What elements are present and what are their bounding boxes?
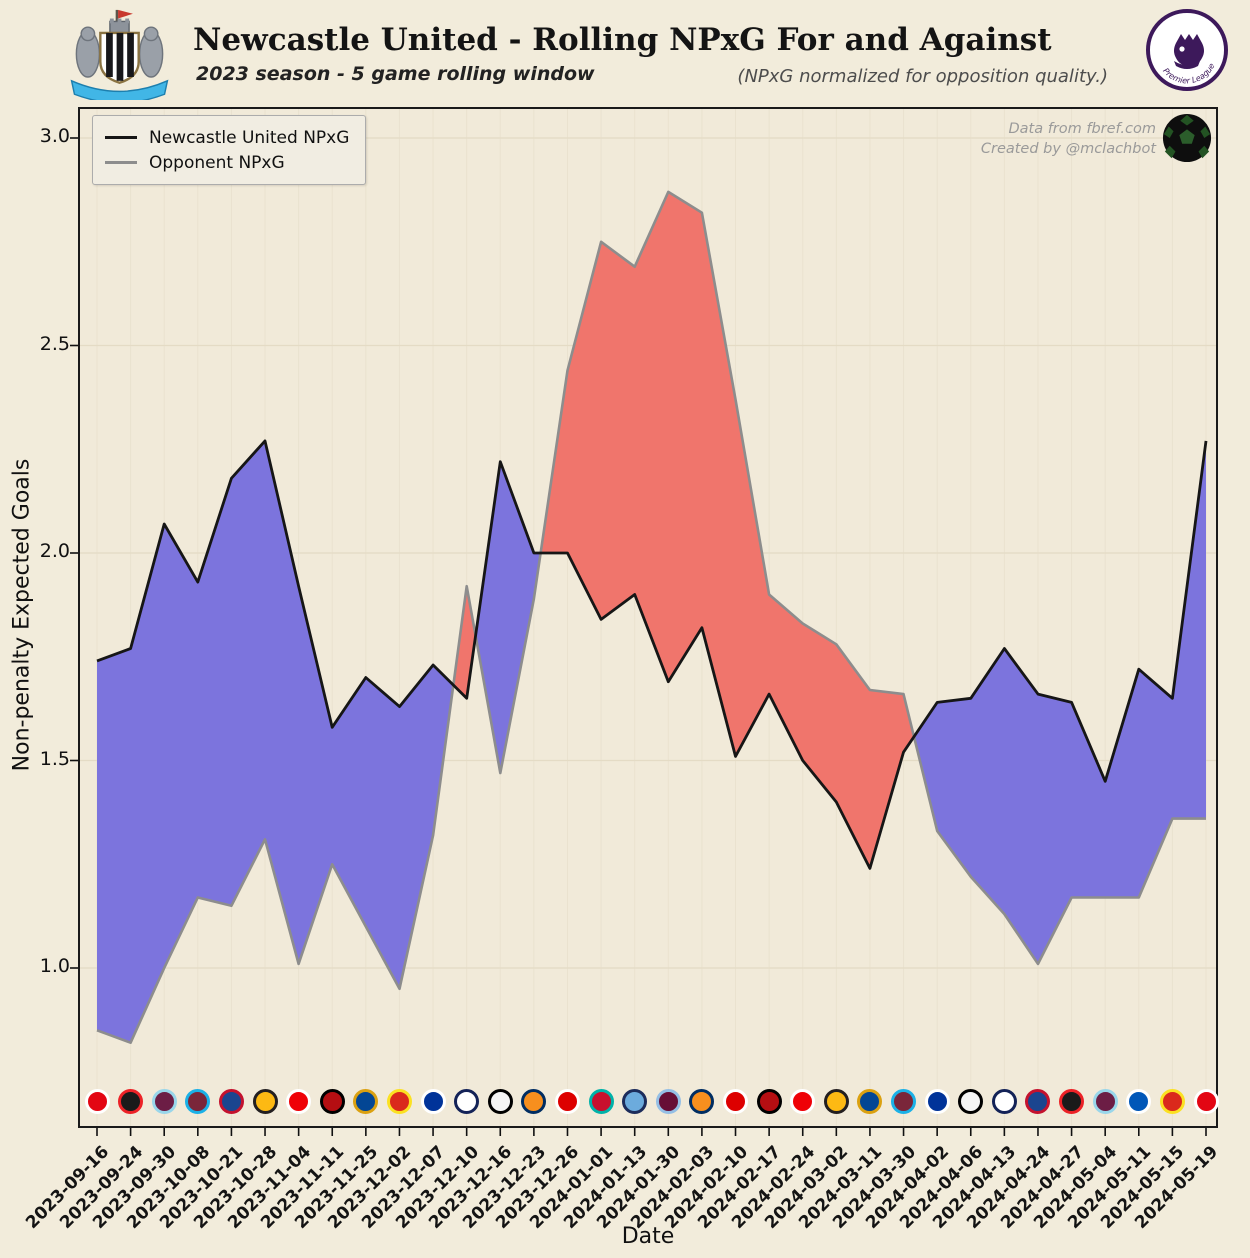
legend-label: Newcastle United NPxG bbox=[149, 127, 350, 148]
opponent-logo-manchester-united bbox=[1159, 1089, 1185, 1114]
opponent-logo-luton-town bbox=[689, 1089, 715, 1114]
attribution-source: Data from fbref.com bbox=[1008, 121, 1156, 137]
opponent-logo-fulham bbox=[958, 1089, 984, 1114]
opponent-logo-crystal-palace bbox=[1025, 1089, 1051, 1114]
opponent-logo-everton bbox=[420, 1089, 446, 1114]
opponent-logo-aston-villa bbox=[655, 1089, 681, 1114]
opponent-logo-liverpool bbox=[588, 1089, 614, 1114]
normalization-note: (NPxG normalized for opposition quality.… bbox=[737, 66, 1108, 87]
npxg-area-chart bbox=[70, 109, 1216, 1136]
opponent-logo-nottingham-forest bbox=[554, 1089, 580, 1114]
legend-item-newcastle: Newcastle United NPxG bbox=[105, 125, 349, 150]
y-tick-label: 2.5 bbox=[39, 332, 70, 355]
opponent-logo-bournemouth bbox=[756, 1089, 782, 1114]
y-axis-label: Non-penalty Expected Goals bbox=[9, 458, 35, 772]
premier-league-logo-icon: Premier League bbox=[1146, 9, 1228, 95]
opponent-logo-everton bbox=[924, 1089, 950, 1114]
opponent-logo-west-ham bbox=[185, 1089, 211, 1114]
soccer-ball-icon bbox=[1162, 113, 1212, 167]
legend-label: Opponent NPxG bbox=[149, 152, 285, 173]
y-tick-label: 1.0 bbox=[39, 955, 70, 977]
opponent-logo-crystal-palace bbox=[218, 1089, 244, 1114]
y-tick-label: 1.5 bbox=[39, 747, 70, 770]
opponent-logo-bournemouth bbox=[319, 1089, 345, 1114]
legend: Newcastle United NPxG Opponent NPxG bbox=[92, 115, 367, 185]
x-axis-label: Date bbox=[621, 1224, 675, 1249]
opponent-logo-burnley bbox=[1092, 1089, 1118, 1114]
opponent-line-swatch bbox=[105, 161, 137, 164]
attribution: Data from fbref.com Created by @mclachbo… bbox=[981, 119, 1156, 159]
opponent-logo-brentford bbox=[84, 1089, 110, 1114]
opponent-logo-fulham bbox=[487, 1089, 513, 1114]
opponent-logo-manchester-united bbox=[386, 1089, 412, 1114]
opponent-logo-brentford bbox=[1193, 1089, 1219, 1114]
opponent-logo-wolves bbox=[823, 1089, 849, 1114]
legend-item-opponent: Opponent NPxG bbox=[105, 150, 349, 175]
opponent-logo-brighton bbox=[1126, 1089, 1152, 1114]
opponent-logo-nottingham-forest bbox=[723, 1089, 748, 1114]
opponent-logo-tottenham bbox=[454, 1089, 480, 1114]
opponent-logo-west-ham bbox=[891, 1089, 917, 1114]
newcastle-crest-icon bbox=[62, 8, 177, 104]
opponent-logo-chelsea bbox=[857, 1089, 883, 1114]
y-tick-label: 3.0 bbox=[39, 125, 70, 147]
opponent-logo-sheffield-united bbox=[118, 1089, 144, 1114]
plot-area: Newcastle United NPxG Opponent NPxG Data… bbox=[70, 107, 1219, 1136]
page-title: Newcastle United - Rolling NPxG For and … bbox=[193, 22, 1052, 58]
opponent-logo-arsenal bbox=[286, 1089, 312, 1114]
newcastle-line-swatch bbox=[105, 136, 137, 139]
opponent-logo-chelsea bbox=[353, 1089, 379, 1114]
opponent-logo-sheffield-united bbox=[1059, 1089, 1085, 1114]
page-subtitle: 2023 season - 5 game rolling window bbox=[196, 63, 595, 85]
opponent-logo-arsenal bbox=[790, 1089, 816, 1114]
opponent-logo-tottenham bbox=[991, 1089, 1017, 1114]
opponent-logo-wolves bbox=[252, 1089, 278, 1114]
opponent-logo-burnley bbox=[151, 1089, 177, 1114]
attribution-author: Created by @mclachbot bbox=[980, 141, 1156, 157]
y-tick-label: 2.0 bbox=[39, 540, 70, 562]
opponent-logo-luton-town bbox=[521, 1089, 547, 1114]
opponent-logo-manchester-city bbox=[622, 1089, 648, 1114]
